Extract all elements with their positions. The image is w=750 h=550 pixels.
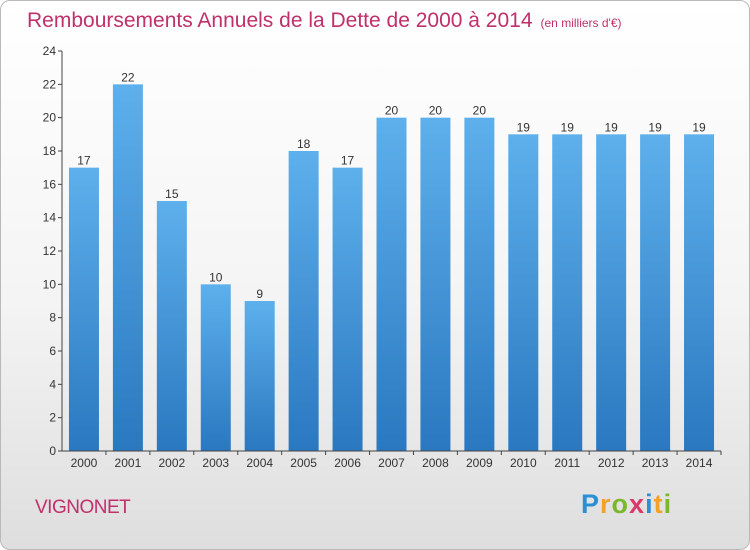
bars-group: 17 22 15 10 9 18 17 20 20 20 19 19 19 19 19 bbox=[68, 70, 715, 452]
bar bbox=[332, 167, 363, 451]
y-tick-label: 16 bbox=[43, 177, 57, 191]
bar bbox=[640, 134, 671, 452]
y-tick-label: 20 bbox=[43, 111, 57, 125]
bar bbox=[508, 134, 539, 452]
y-tick-label: 12 bbox=[43, 244, 57, 258]
x-tick-label: 2010 bbox=[510, 456, 537, 470]
y-tick-label: 0 bbox=[49, 444, 56, 458]
commune-name: VIGNONET bbox=[35, 497, 131, 518]
bar bbox=[376, 117, 407, 452]
y-tick-label: 24 bbox=[43, 44, 57, 58]
y-tick-label: 6 bbox=[49, 344, 56, 358]
x-tick-label: 2014 bbox=[686, 456, 713, 470]
x-tick-label: 2001 bbox=[115, 456, 142, 470]
bar bbox=[112, 84, 143, 451]
x-tick-label: 2000 bbox=[71, 456, 98, 470]
bar-value-label: 19 bbox=[517, 120, 531, 134]
bar-value-label: 17 bbox=[341, 154, 355, 168]
x-tick-label: 2002 bbox=[158, 456, 185, 470]
bar bbox=[552, 134, 583, 452]
chart-subtitle: (en milliers d'€) bbox=[540, 16, 622, 30]
bar-value-label: 19 bbox=[561, 120, 575, 134]
bar bbox=[420, 117, 451, 452]
y-tick-label: 18 bbox=[43, 144, 57, 158]
x-tick-label: 2004 bbox=[246, 456, 273, 470]
bar bbox=[156, 201, 187, 451]
x-tick-label: 2013 bbox=[642, 456, 669, 470]
x-tick-label: 2006 bbox=[334, 456, 361, 470]
bar-value-label: 20 bbox=[429, 104, 443, 118]
bar-value-label: 17 bbox=[77, 154, 91, 168]
y-tick-label: 8 bbox=[49, 311, 56, 325]
y-tick-label: 14 bbox=[43, 211, 57, 225]
x-tick-label: 2007 bbox=[378, 456, 405, 470]
x-tick-label: 2011 bbox=[554, 456, 580, 470]
chart-title: Remboursements Annuels de la Dette de 20… bbox=[27, 9, 622, 33]
bar bbox=[244, 301, 275, 451]
x-tick-label: 2003 bbox=[202, 456, 229, 470]
bar-value-label: 18 bbox=[297, 137, 311, 151]
y-tick-label: 2 bbox=[49, 411, 56, 425]
y-tick-label: 4 bbox=[49, 377, 56, 391]
bar-value-label: 19 bbox=[692, 120, 706, 134]
y-tick-label: 10 bbox=[43, 277, 57, 291]
bar bbox=[68, 167, 99, 451]
proxiti-logo: Proxiti bbox=[581, 489, 673, 519]
bar-value-label: 19 bbox=[604, 120, 618, 134]
bar-value-label: 19 bbox=[648, 120, 662, 134]
x-tick-label: 2009 bbox=[466, 456, 493, 470]
bar-value-label: 9 bbox=[256, 287, 263, 301]
bar-value-label: 15 bbox=[165, 187, 179, 201]
bar-value-label: 22 bbox=[121, 70, 135, 84]
bar-value-label: 10 bbox=[209, 270, 223, 284]
bar bbox=[200, 284, 231, 451]
bar bbox=[288, 151, 319, 451]
chart-title-text: Remboursements Annuels de la Dette de 20… bbox=[27, 9, 533, 32]
x-tick-label: 2005 bbox=[290, 456, 317, 470]
bar-value-label: 20 bbox=[385, 104, 399, 118]
bar-value-label: 20 bbox=[473, 104, 487, 118]
y-tick-label: 22 bbox=[43, 77, 57, 91]
bar bbox=[464, 117, 495, 452]
x-tick-label: 2008 bbox=[422, 456, 449, 470]
x-tick-label: 2012 bbox=[598, 456, 625, 470]
bar bbox=[596, 134, 627, 452]
bar bbox=[684, 134, 715, 452]
